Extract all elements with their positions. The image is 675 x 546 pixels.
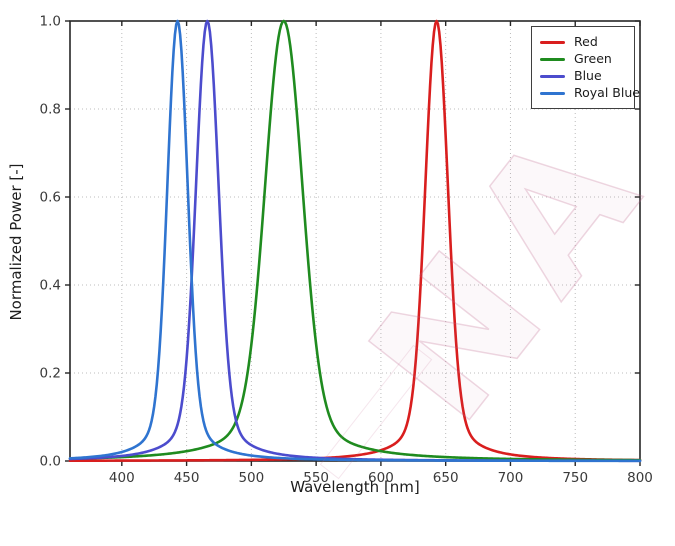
curve-red [68,19,642,462]
legend-label-royal-blue: Royal Blue [574,85,640,101]
green-line-swatch [540,57,565,62]
x-tick-label-750: 750 [562,470,588,486]
blue-line-swatch [540,74,565,79]
red-line-swatch [540,40,565,45]
curve-royal-blue [68,19,642,463]
y-tick-label-0.0: 0.0 [40,454,61,470]
legend-item-blue: Blue [540,68,626,85]
y-tick-label-0.8: 0.8 [40,102,61,118]
x-tick-label-600: 600 [368,470,394,486]
plot-canvas: 400 450 500 550 600 650 700 750 800 0.0 0.2 0.4 0.6 0… [40,14,653,487]
legend-item-green: Green [540,51,626,68]
legend-label-green: Green [574,51,612,67]
y-tick-label-0.2: 0.2 [40,366,61,382]
legend-item-royal-blue: Royal Blue [540,85,640,102]
x-tick-label-400: 400 [109,470,135,486]
legend-item-red: Red [540,34,626,51]
legend-label-red: Red [574,34,598,50]
led-spectra-figure: 400 450 500 550 600 650 700 750 800 0.0 0.2 0.4 0.6 0… [7,13,675,496]
legend-label-blue: Blue [574,68,602,84]
y-tick-label-0.6: 0.6 [40,190,61,206]
x-tick-label-700: 700 [498,470,524,486]
x-tick-label-650: 650 [433,470,459,486]
royal-blue-line-swatch [540,91,565,96]
legend: Red Green Blue Royal Blue [531,26,640,109]
x-tick-label-500: 500 [238,470,264,486]
x-axis-label: Wavelength [nm] [290,478,420,496]
y-axis-label: Normalized Power [-] [7,163,25,321]
y-tick-label-0.4: 0.4 [40,278,61,294]
x-tick-label-550: 550 [303,470,329,486]
x-tick-label-450: 450 [174,470,200,486]
y-tick-label-1.0: 1.0 [40,14,61,30]
x-tick-label-800: 800 [627,470,653,486]
